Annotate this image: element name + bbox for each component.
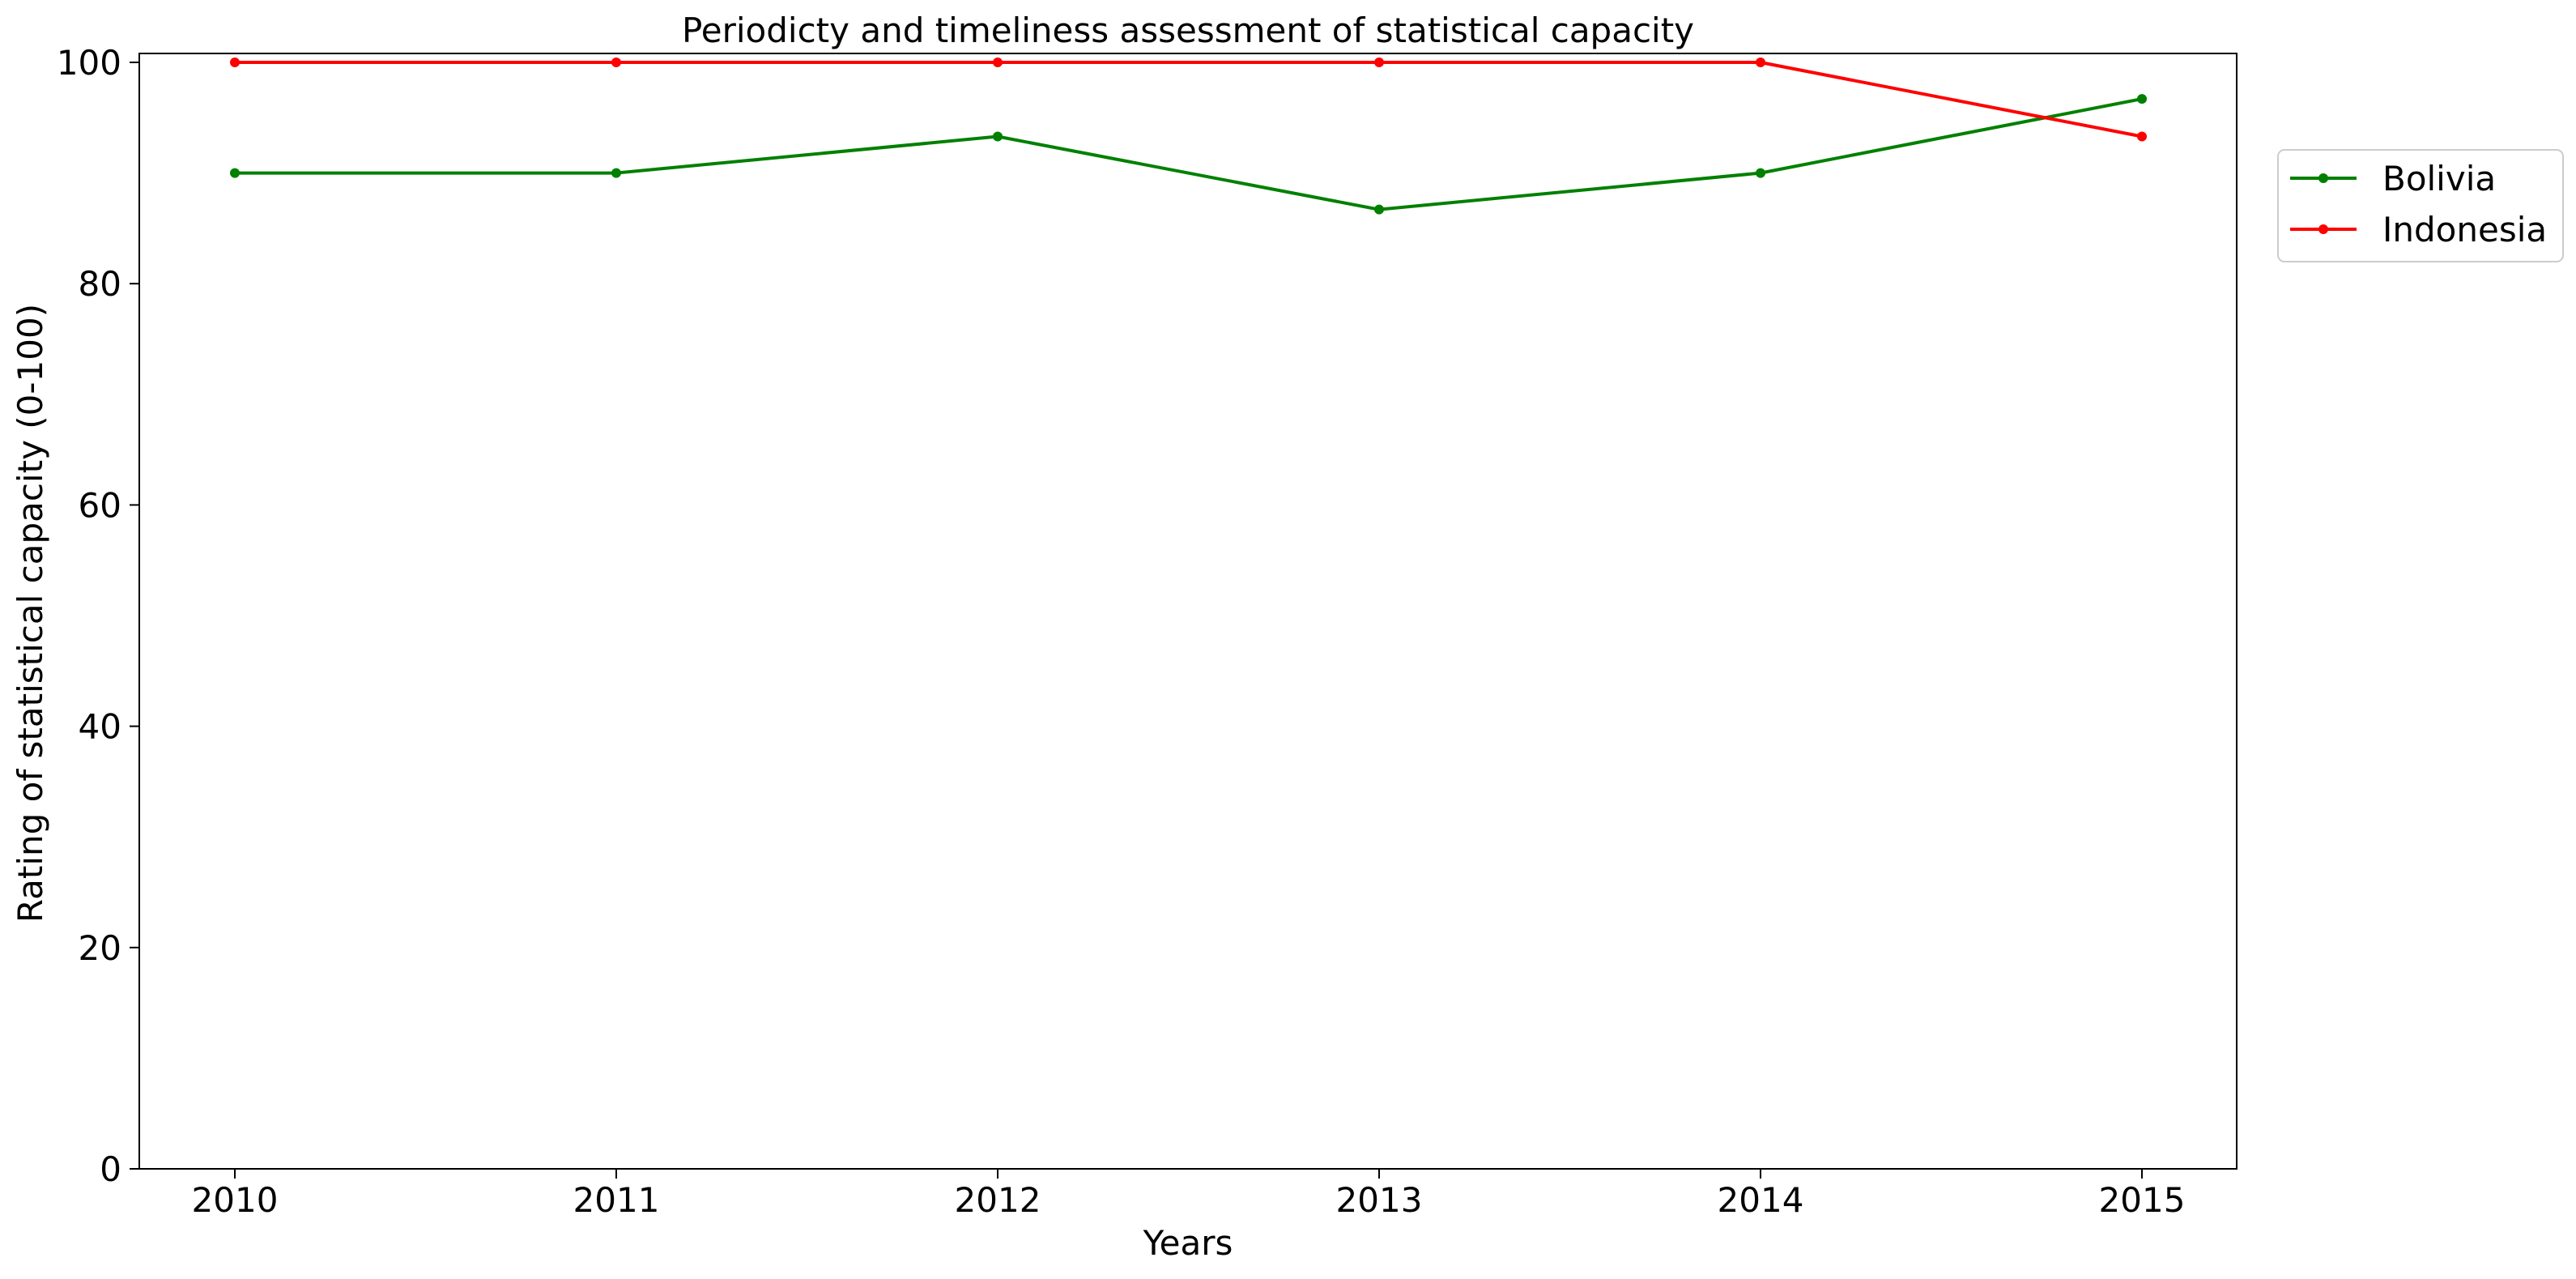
data-point	[1756, 168, 1765, 178]
series-indonesia	[230, 58, 2147, 142]
x-tick-label: 2014	[1718, 1180, 1804, 1220]
legend-label: Indonesia	[2382, 210, 2547, 249]
legend: Bolivia Indonesia	[2277, 149, 2564, 262]
x-tick-label: 2015	[2099, 1180, 2186, 1220]
y-tick-label: 40	[79, 707, 121, 747]
legend-marker	[2318, 173, 2328, 183]
y-tick-label: 80	[79, 264, 121, 304]
series-line	[235, 61, 2143, 139]
plot-area-frame	[138, 53, 2238, 1170]
y-tick-label: 100	[57, 43, 121, 83]
data-point	[1374, 58, 1384, 67]
series-layer	[230, 58, 2147, 215]
data-point	[230, 58, 240, 67]
chart-title: Periodicty and timeliness assessment of …	[682, 11, 1694, 50]
series-line	[235, 97, 2143, 211]
data-point	[611, 168, 621, 178]
x-tick-label: 2013	[1336, 1180, 1423, 1220]
y-tick-label: 60	[79, 485, 121, 525]
data-point	[993, 58, 1003, 67]
x-axis-label: Years	[1143, 1223, 1233, 1263]
data-point	[230, 168, 240, 178]
data-point	[993, 131, 1003, 142]
y-tick-label: 0	[100, 1149, 121, 1189]
x-axis-ticks: 2010 2011 2012 2013 2014 2015	[192, 1169, 2186, 1220]
x-tick-label: 2010	[192, 1180, 279, 1220]
y-axis-ticks: 0 20 40 60 80 100	[57, 43, 139, 1189]
y-axis-label: Rating of statistical capacity (0-100)	[11, 304, 50, 923]
x-tick-label: 2011	[573, 1180, 660, 1220]
x-tick-label: 2012	[955, 1180, 1041, 1220]
data-point	[2137, 131, 2147, 142]
data-point	[611, 58, 621, 67]
data-point	[2137, 94, 2147, 104]
legend-marker	[2318, 224, 2328, 234]
legend-label: Bolivia	[2382, 159, 2496, 198]
data-point	[1374, 204, 1384, 215]
series-bolivia	[230, 94, 2147, 215]
data-point	[1756, 58, 1765, 67]
y-tick-label: 20	[79, 928, 121, 968]
